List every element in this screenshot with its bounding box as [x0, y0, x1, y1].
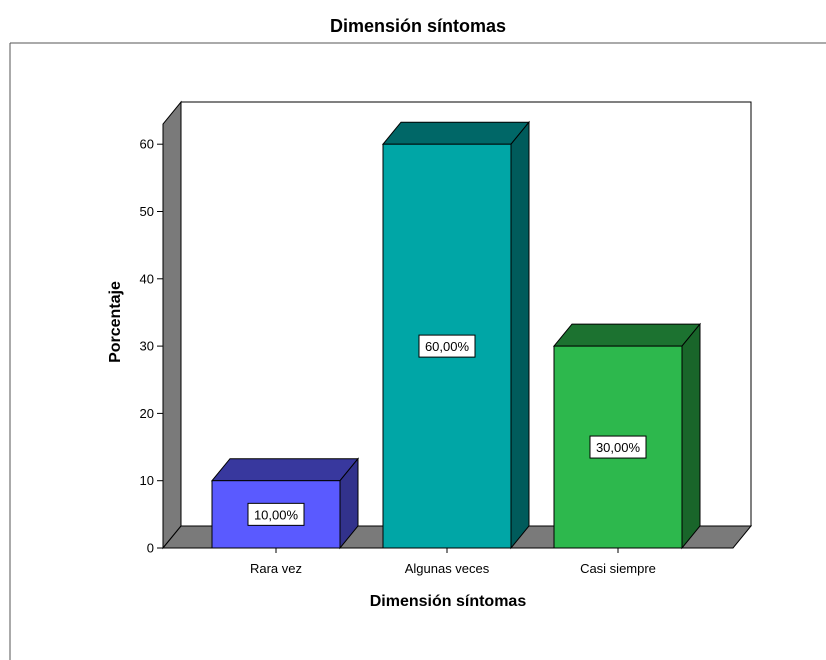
x-tick-label: Algunas veces	[405, 561, 490, 576]
chart-title: Dimensión síntomas	[330, 16, 506, 36]
data-label: 10,00%	[254, 507, 299, 522]
x-axis-title: Dimensión síntomas	[370, 593, 527, 610]
y-tick-label: 20	[140, 406, 154, 421]
y-axis: 0 10 20 30 40 50 60	[140, 124, 164, 556]
x-tick-label: Casi siempre	[580, 561, 656, 576]
data-label: 30,00%	[596, 440, 641, 455]
y-axis-title: Porcentaje	[107, 281, 124, 363]
y-tick-label: 10	[140, 473, 154, 488]
data-label: 60,00%	[425, 339, 470, 354]
y-tick-label: 30	[140, 339, 154, 354]
bar-top	[381, 121, 531, 145]
y-tick-label: 60	[140, 137, 154, 152]
side-wall	[162, 100, 182, 550]
data-label-box	[418, 334, 476, 358]
bar: 60,00%	[381, 120, 531, 550]
data-label-box	[589, 435, 647, 459]
bars: 10,00% 60,00% 30,00%	[210, 120, 702, 550]
bar-top	[210, 458, 360, 482]
y-tick-label: 40	[140, 271, 154, 286]
y-tick-label: 0	[147, 541, 154, 556]
bar-side	[681, 322, 701, 550]
data-label-box	[247, 502, 305, 526]
bar-top	[552, 323, 702, 347]
x-tick-label: Rara vez	[250, 561, 302, 576]
y-tick-label: 50	[140, 204, 154, 219]
bar-side	[510, 120, 530, 550]
x-axis: Rara vez Algunas veces Casi siempre	[250, 548, 656, 576]
bar: 30,00%	[552, 322, 702, 550]
bar: 10,00%	[210, 457, 360, 550]
